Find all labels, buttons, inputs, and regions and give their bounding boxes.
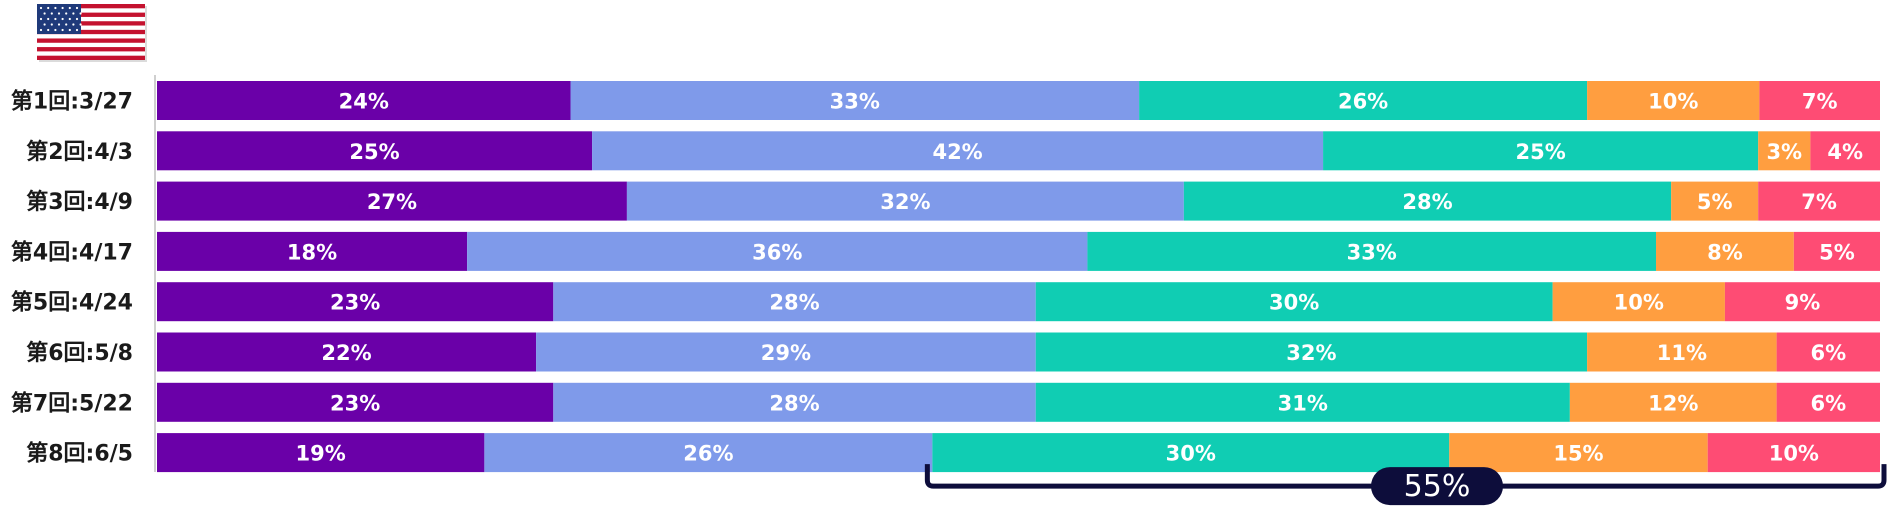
bar-value-label: 30%: [1269, 291, 1319, 315]
row-label: 第5回:4/24: [11, 290, 133, 316]
bar-segment: [1587, 81, 1760, 120]
bar-segment: [1758, 181, 1880, 221]
bar-value-label: 27%: [367, 190, 417, 214]
bar-value-label: 25%: [349, 140, 399, 164]
row-label: 第8回:6/5: [26, 441, 133, 467]
bar-value-label: 19%: [296, 442, 346, 466]
bar-segment: [1183, 181, 1672, 221]
bar-segment: [1793, 231, 1880, 271]
bar-segment: [1587, 332, 1777, 372]
bar-value-label: 10%: [1614, 291, 1664, 315]
bracket-value-label: 55%: [1404, 469, 1471, 504]
bar-segment: [157, 282, 554, 322]
bar-segment: [1724, 282, 1880, 322]
bar-value-label: 32%: [880, 190, 930, 214]
bar-segment: [536, 332, 1036, 372]
bar-value-label: 8%: [1707, 240, 1743, 264]
bar-segment: [1552, 282, 1725, 322]
bar-value-label: 5%: [1819, 240, 1855, 264]
bar-value-label: 33%: [1347, 240, 1397, 264]
bar-segment: [1656, 231, 1794, 271]
row-label: 第1回:3/27: [11, 89, 133, 115]
bar-segment: [570, 81, 1140, 120]
bar-segment: [1569, 382, 1777, 422]
bar-segment: [467, 231, 1088, 271]
bar-segment: [1759, 81, 1880, 120]
bar-segment: [1035, 382, 1570, 422]
bar-value-label: 24%: [339, 90, 389, 114]
row-label: 第6回:5/8: [26, 340, 133, 366]
bar-value-label: 32%: [1286, 341, 1336, 365]
bar-value-label: 11%: [1657, 341, 1707, 365]
row-label: 第2回:4/3: [26, 139, 133, 165]
bar-value-label: 28%: [769, 291, 819, 315]
bar-value-label: 36%: [752, 240, 802, 264]
bar-segment: [157, 433, 485, 473]
us-flag-icon: [37, 4, 147, 62]
bar-segment: [157, 382, 554, 422]
bar-value-label: 18%: [287, 240, 337, 264]
bar-value-label: 23%: [330, 291, 380, 315]
bar-value-label: 3%: [1766, 140, 1802, 164]
bar-segment: [1035, 332, 1588, 372]
bar-value-label: 15%: [1553, 442, 1603, 466]
bar-segment: [932, 433, 1450, 473]
row-label: 第7回:5/22: [11, 390, 133, 416]
row-label: 第4回:4/17: [11, 239, 133, 265]
bar-segment: [1671, 181, 1759, 221]
bar-segment: [1758, 131, 1811, 171]
bar-segment: [1707, 433, 1880, 473]
bar-segment: [1776, 332, 1880, 372]
bracket-annotation: 55%: [924, 464, 1887, 506]
bar-value-label: 7%: [1802, 90, 1838, 114]
bar-segment: [1776, 382, 1880, 422]
bar-value-label: 10%: [1648, 90, 1698, 114]
bar-segment: [553, 382, 1036, 422]
bar-value-label: 42%: [932, 140, 982, 164]
bar-value-label: 12%: [1648, 391, 1698, 415]
bar-value-label: 6%: [1810, 341, 1846, 365]
bar-value-label: 29%: [761, 341, 811, 365]
bar-segment: [1810, 131, 1880, 171]
bar-segment: [553, 282, 1036, 322]
bar-segment: [157, 181, 627, 221]
bar-value-label: 25%: [1515, 140, 1565, 164]
bar-value-label: 26%: [1338, 90, 1388, 114]
bar-value-label: 7%: [1801, 190, 1837, 214]
bar-segment: [1449, 433, 1708, 473]
bar-value-label: 5%: [1697, 190, 1733, 214]
row-label: 第3回:4/9: [26, 189, 133, 215]
bar-segment: [157, 131, 593, 171]
bar-value-label: 4%: [1827, 140, 1863, 164]
bar-segment: [157, 332, 537, 372]
bar-segment: [157, 81, 571, 120]
bar-value-label: 28%: [1402, 190, 1452, 214]
bar-value-label: 31%: [1278, 391, 1328, 415]
bar-value-label: 28%: [769, 391, 819, 415]
bar-value-label: 6%: [1810, 391, 1846, 415]
bar-value-label: 26%: [683, 442, 733, 466]
bracket-pill: [1371, 467, 1503, 506]
bar-segment: [1087, 231, 1657, 271]
bar-segment: [1323, 131, 1759, 171]
bar-segment: [1139, 81, 1588, 120]
bar-value-label: 10%: [1769, 442, 1819, 466]
bar-value-label: 23%: [330, 391, 380, 415]
bar-value-label: 30%: [1166, 442, 1216, 466]
bar-segment: [626, 181, 1184, 221]
bar-value-label: 22%: [321, 341, 371, 365]
bar-segment: [157, 231, 468, 271]
bar-value-label: 33%: [830, 90, 880, 114]
bar-value-label: 9%: [1785, 291, 1821, 315]
bar-segment: [592, 131, 1324, 171]
bar-segment: [484, 433, 933, 473]
bar-segment: [1035, 282, 1553, 322]
